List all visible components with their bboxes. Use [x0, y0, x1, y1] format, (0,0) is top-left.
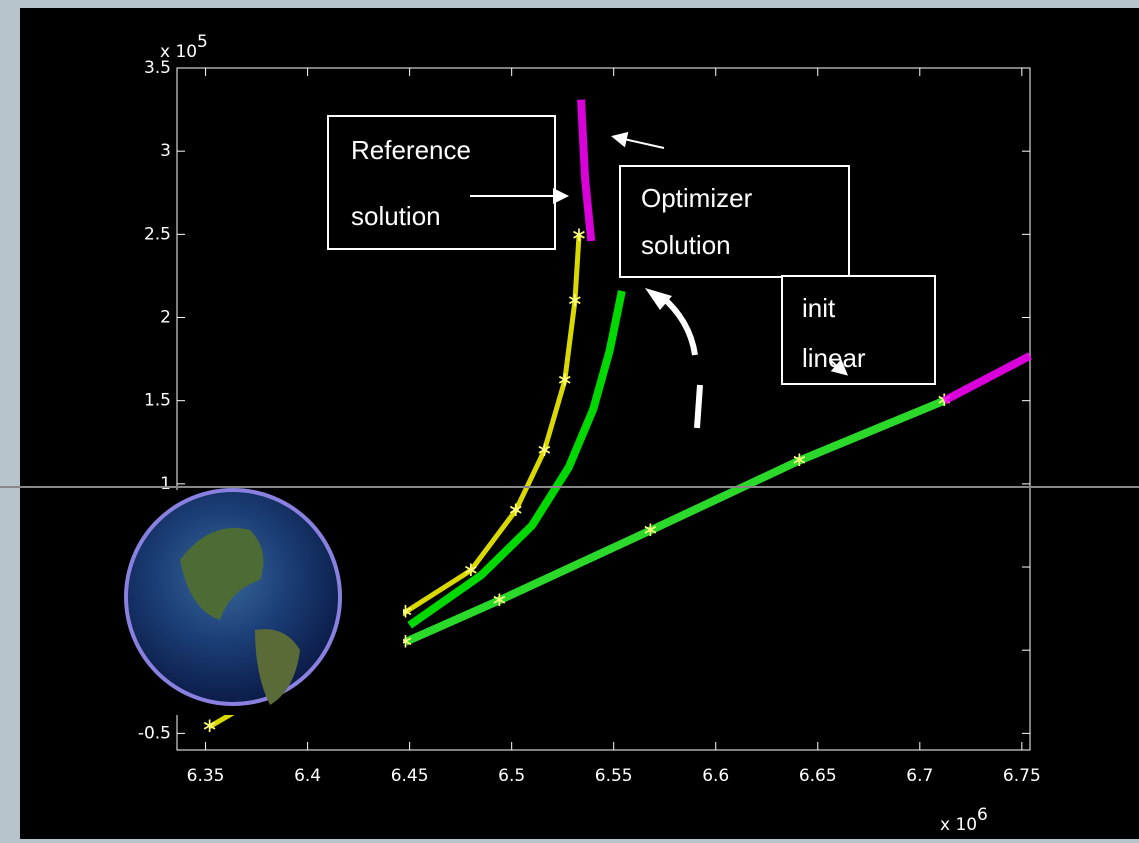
star-marker: ∗: [567, 287, 584, 311]
x-tick-label: 6.75: [1003, 766, 1041, 786]
page: -0.500.511.522.533.56.356.46.456.56.556.…: [0, 0, 1139, 843]
star-marker: ∗: [556, 367, 573, 391]
annotation-text: solution: [641, 230, 731, 260]
x-multiplier-exponent: 6: [977, 805, 988, 825]
y-multiplier-exponent: 5: [197, 32, 208, 52]
annotation-text: Reference: [351, 135, 471, 165]
star-marker: ∗: [462, 557, 479, 581]
x-tick-label: 6.7: [906, 766, 933, 786]
annotation-text: Optimizer: [641, 183, 753, 213]
x-tick-label: 6.55: [595, 766, 633, 786]
y-tick-label: 2: [160, 308, 171, 328]
x-multiplier: x 10: [940, 815, 977, 835]
star-marker: ∗: [642, 517, 659, 541]
star-marker: ∗: [791, 447, 808, 471]
image-seam: [0, 486, 1139, 488]
star-marker: ∗: [571, 222, 588, 246]
annotation-text: solution: [351, 201, 441, 231]
x-tick-label: 6.5: [498, 766, 525, 786]
x-tick-label: 6.45: [391, 766, 429, 786]
chart: -0.500.511.522.533.56.356.46.456.56.556.…: [0, 0, 1139, 839]
y-tick-label: 1.5: [144, 391, 171, 411]
x-tick-label: 6.6: [702, 766, 729, 786]
y-tick-label: 2.5: [144, 224, 171, 244]
x-tick-label: 6.35: [187, 766, 225, 786]
annotation-text: init: [802, 293, 836, 323]
annotation-text: linear: [802, 343, 866, 373]
x-tick-label: 6.65: [799, 766, 837, 786]
star-marker: ∗: [536, 437, 553, 461]
star-marker: ∗: [201, 713, 218, 737]
star-marker: ∗: [507, 497, 524, 521]
y-multiplier: x 10: [160, 42, 197, 62]
x-tick-label: 6.4: [294, 766, 321, 786]
y-tick-label: -0.5: [138, 723, 171, 743]
star-marker: ∗: [491, 587, 508, 611]
y-tick-label: 3: [160, 141, 171, 161]
